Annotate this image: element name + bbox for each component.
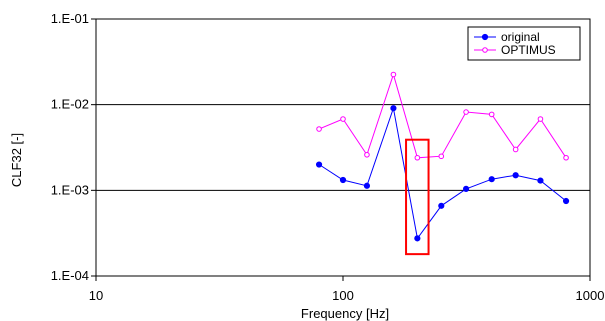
data-point: [364, 151, 370, 158]
series-layer: [315, 71, 570, 242]
data-point: [537, 177, 544, 184]
data-point: [488, 176, 495, 183]
y-tick-label: 1.E-04: [51, 268, 89, 283]
grid-lines: [96, 104, 590, 191]
data-point: [414, 154, 421, 161]
y-tick-label: 1.E-01: [51, 11, 89, 26]
legend-item: OPTIMUS: [474, 43, 556, 57]
data-point: [563, 154, 569, 161]
data-point: [537, 116, 544, 122]
series-line: [318, 72, 567, 159]
data-point: [390, 105, 397, 112]
legend-swatch-marker: [482, 47, 488, 53]
series-line: [318, 106, 567, 240]
data-point: [339, 176, 347, 184]
data-point: [315, 161, 323, 168]
x-axis-label: Frequency [Hz]: [301, 306, 389, 321]
y-axis-ticks: 1.E-04 1.E-03 1.E-02 1.E-01: [51, 11, 96, 283]
series-0: [315, 105, 570, 242]
legend-item: original: [474, 30, 540, 44]
y-tick-label: 1.E-03: [51, 182, 89, 197]
data-point: [462, 185, 470, 192]
data-point: [363, 182, 371, 189]
y-tick-label: 1.E-02: [51, 97, 89, 112]
data-point: [438, 202, 445, 209]
legend-label: OPTIMUS: [501, 43, 556, 57]
x-tick-label: 10: [89, 288, 103, 303]
x-axis-ticks: 10 100 1000: [89, 276, 605, 303]
data-point: [340, 116, 346, 122]
series-1: [316, 71, 569, 161]
data-point: [512, 172, 519, 179]
data-point: [463, 109, 469, 115]
data-point: [488, 111, 495, 118]
x-tick-label: 1000: [576, 288, 605, 303]
y-axis-label: CLF32 [-]: [9, 133, 24, 187]
legend-label: original: [501, 30, 540, 44]
legend-swatch-marker: [481, 33, 489, 41]
data-point: [562, 197, 570, 205]
data-point: [438, 153, 445, 160]
data-point: [512, 146, 519, 153]
highlight-rectangle: [405, 138, 430, 256]
data-point: [390, 71, 397, 78]
legend-box: [467, 26, 581, 61]
x-tick-label: 100: [332, 288, 354, 303]
data-point: [414, 235, 421, 242]
data-point: [316, 126, 322, 132]
